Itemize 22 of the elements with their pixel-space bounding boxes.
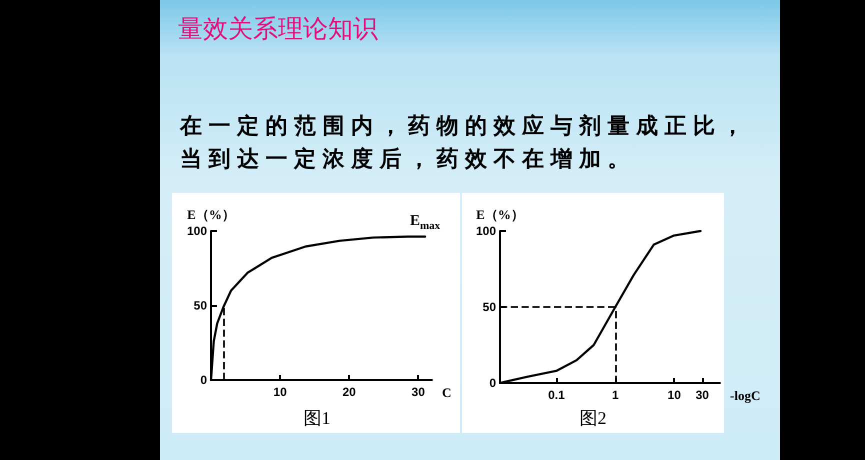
- y-axis-title: E（%）: [187, 207, 235, 222]
- y-axis-title: E（%）: [476, 207, 524, 222]
- y-tick-label: 100: [476, 224, 496, 238]
- caption: 图2: [578, 407, 608, 430]
- caption: 图1: [302, 407, 332, 430]
- x-tick-label: 30: [412, 385, 426, 399]
- y-tick-label: 0: [200, 373, 208, 387]
- x-tick-label: 0.1: [548, 388, 566, 402]
- x-tick-label: 10: [668, 388, 682, 402]
- x-tick-label: 10: [273, 385, 288, 399]
- y-tick-label: 100: [186, 224, 208, 238]
- y-tick-label: 50: [194, 298, 208, 312]
- x-tick-label: 1: [612, 388, 619, 402]
- chart-title: 量效关系理论知识: [178, 13, 378, 45]
- x-axis-title: -logC: [730, 388, 760, 403]
- y-tick-label: 0: [489, 376, 496, 390]
- chart-subtitle: 在一定的范围内，药物的效应与剂量成正比，当到达一定浓度后，药效不在增加。: [180, 112, 751, 174]
- annotation: E$_{max}$: [410, 213, 440, 232]
- x-tick-label: 20: [342, 385, 356, 399]
- y-tick-label: 50: [482, 300, 496, 314]
- x-axis-title: C: [442, 385, 452, 400]
- x-tick-label: 30: [696, 388, 710, 402]
